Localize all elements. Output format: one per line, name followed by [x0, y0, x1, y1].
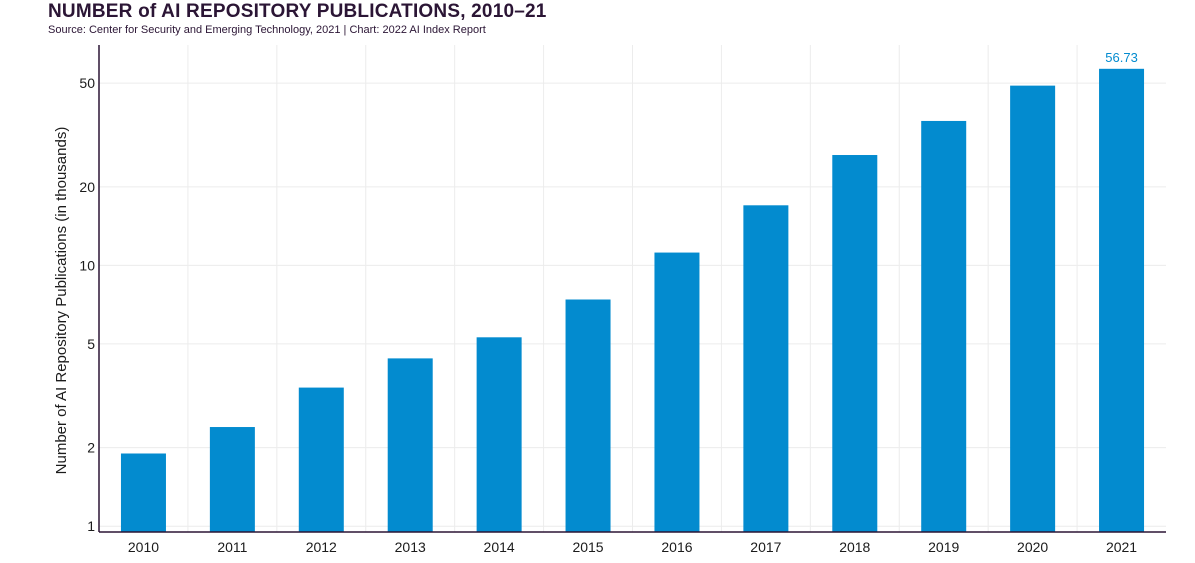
bar-2021	[1099, 68, 1145, 533]
bar-2020	[1010, 85, 1056, 533]
y-tick-label: 1	[87, 518, 95, 534]
bars	[120, 68, 1145, 533]
data-label-2021: 56.73	[1105, 50, 1138, 65]
chart-source: Source: Center for Security and Emerging…	[48, 24, 486, 36]
bar-2016	[654, 252, 700, 532]
x-tick-label: 2019	[928, 539, 959, 555]
bar-2018	[832, 155, 878, 532]
bar-2014	[476, 337, 522, 532]
y-tick-label: 10	[79, 257, 95, 273]
x-tick-label: 2013	[395, 539, 426, 555]
bar-2015	[565, 299, 611, 532]
data-labels: 56.73	[1105, 50, 1138, 65]
x-tick-label: 2018	[839, 539, 870, 555]
x-tick-label: 2012	[306, 539, 337, 555]
x-tick-label: 2021	[1106, 539, 1137, 555]
x-tick-label: 2016	[661, 539, 692, 555]
y-axis-label: Number of AI Repository Publications (in…	[53, 127, 70, 475]
x-tick-label: 2014	[484, 539, 515, 555]
y-tick-label: 20	[79, 179, 95, 195]
y-tick-label: 2	[87, 440, 95, 456]
y-tick-label: 50	[79, 75, 95, 91]
y-tick-label: 5	[87, 336, 95, 352]
x-tick-label: 2010	[128, 539, 159, 555]
axes	[98, 45, 1166, 533]
x-tick-label: 2011	[217, 539, 247, 555]
bar-2017	[743, 205, 789, 532]
bar-2010	[120, 453, 166, 532]
tick-labels: 1 2 5 10 20 50 2010 2011 2012 2013 2014 2015 2016 201…	[79, 75, 1137, 555]
bar-2011	[209, 427, 255, 532]
grid-lines	[99, 45, 1166, 532]
x-tick-label: 2015	[572, 539, 603, 555]
bar-2013	[387, 358, 433, 532]
x-tick-label: 2017	[750, 539, 781, 555]
bar-2019	[921, 120, 967, 533]
chart-title: NUMBER of AI REPOSITORY PUBLICATIONS, 20…	[48, 1, 547, 22]
bar-2012	[298, 387, 344, 532]
x-tick-label: 2020	[1017, 539, 1048, 555]
